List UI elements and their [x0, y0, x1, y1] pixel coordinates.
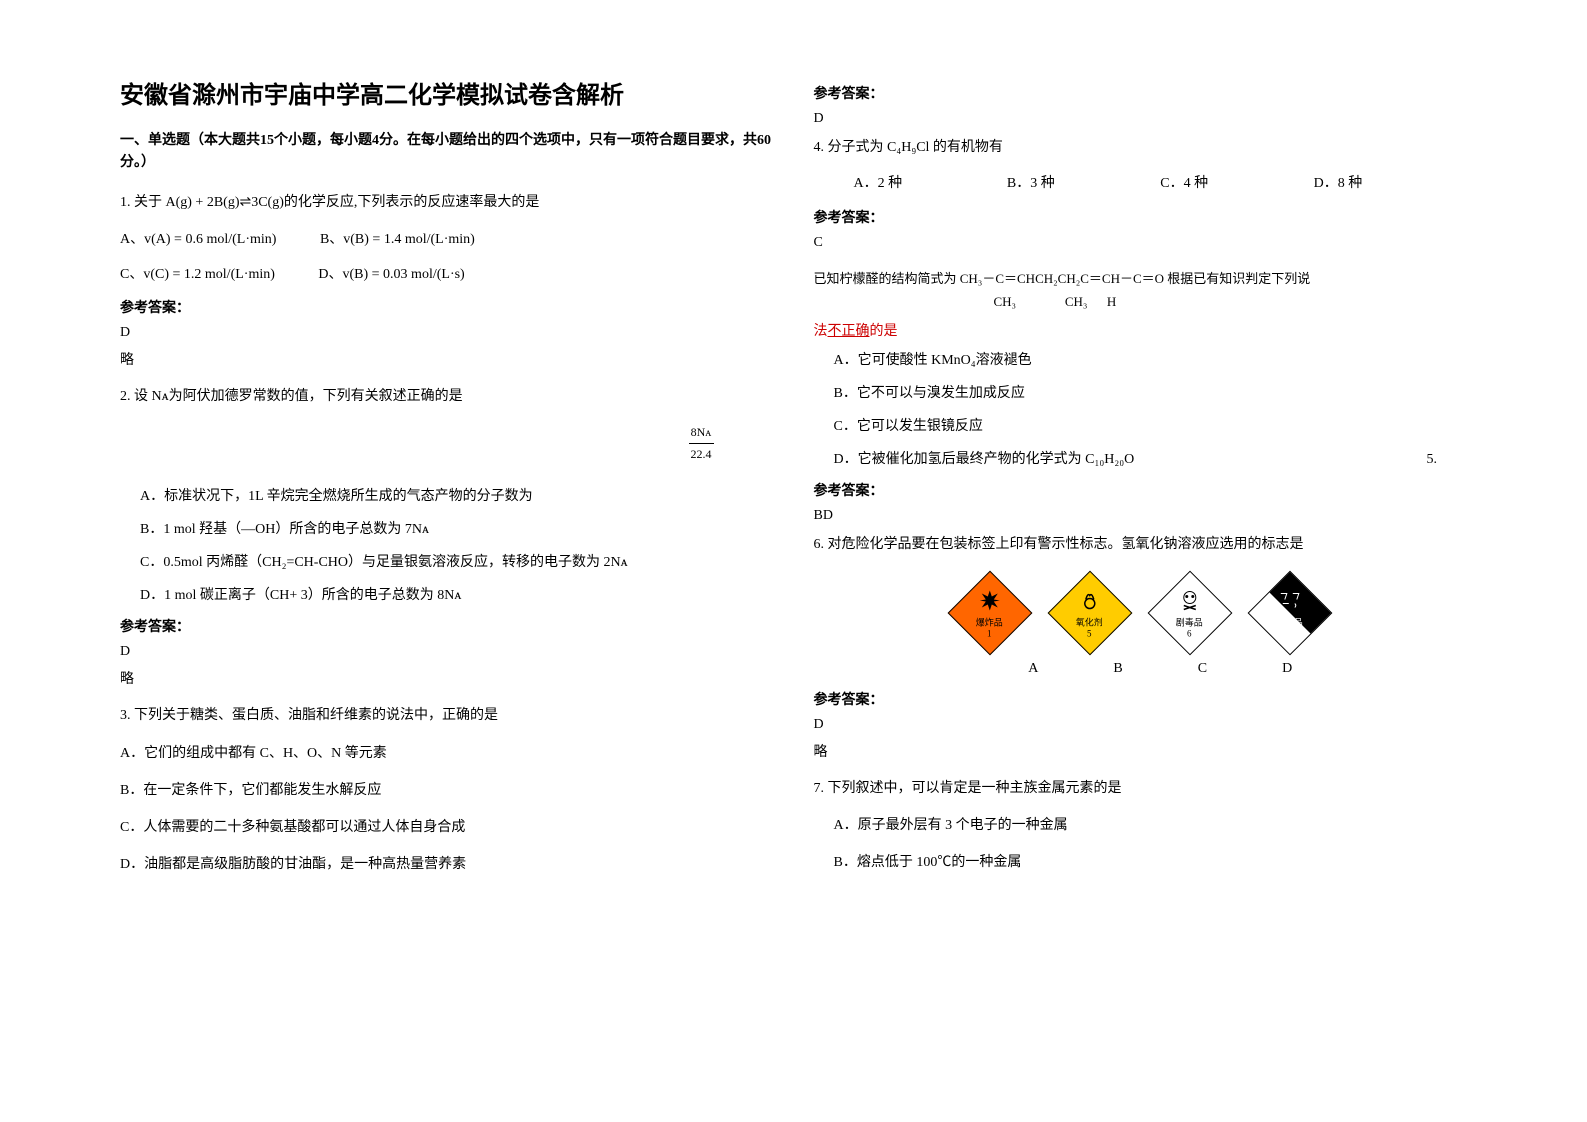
- sign2-label: 氧化剂: [1077, 615, 1104, 628]
- q5-optC: C．它可以发生银镜反应: [814, 414, 1468, 439]
- section-header: 一、单选题（本大题共15个小题，每小题4分。在每小题给出的四个选项中，只有一项符…: [120, 130, 774, 175]
- sign1-num: 1: [977, 628, 1004, 638]
- q5-number: 5.: [1427, 447, 1438, 472]
- hazmat-sign-explosive: 爆炸品 1: [950, 573, 1030, 653]
- q7-optB: B．熔点低于 100℃的一种金属: [814, 850, 1468, 875]
- q2-answer-label: 参考答案：: [120, 616, 774, 636]
- page-title: 安徽省滁州市宇庙中学高二化学模拟试卷含解析: [120, 75, 774, 110]
- left-column: 安徽省滁州市宇庙中学高二化学模拟试卷含解析 一、单选题（本大题共15个小题，每小…: [100, 75, 794, 1047]
- q2-omit: 略: [120, 668, 774, 688]
- corrosive-icon: 腐蚀品 8: [1277, 587, 1304, 638]
- q5-formula2: CH₃ CH₃ H: [814, 294, 1468, 310]
- q3-text: 3. 下列关于糖类、蛋白质、油脂和纤维素的说法中，正确的是: [120, 703, 774, 728]
- q6-text: 6. 对危险化学品要在包装标签上印有警示性标志。氢氧化钠溶液应选用的标志是: [814, 532, 1468, 557]
- skull-icon: 剧毒品 6: [1177, 587, 1204, 638]
- q2-answer: D: [120, 644, 774, 660]
- q2-optD: D．1 mol 碳正离子（CH+ 3）所含的电子总数为 8Nᴀ: [120, 583, 774, 608]
- col2-answer: D: [814, 111, 1468, 127]
- q1-options-row1: A、v(A) = 0.6 mol/(L·min) B、v(B) = 1.4 mo…: [120, 227, 774, 252]
- flame-circle-icon: 氧化剂 5: [1077, 587, 1104, 638]
- q2-optA-text: A．标准状况下，1L 辛烷完全燃烧所生成的气态产物的分子数为: [140, 489, 533, 504]
- q1-options-row2: C、v(C) = 1.2 mol/(L·min) D、v(B) = 0.03 m…: [120, 262, 774, 287]
- q4-text: 4. 分子式为 C₄H₉Cl 的有机物有: [814, 135, 1468, 160]
- q5-optB: B．它不可以与溴发生加成反应: [814, 381, 1468, 406]
- q2-text: 2. 设 Nᴀ为阿伏加德罗常数的值，下列有关叙述正确的是: [120, 384, 774, 409]
- frac-bot: 22.4: [689, 444, 714, 466]
- sign3-label: 剧毒品: [1177, 615, 1204, 628]
- q1-optB: B、v(B) = 1.4 mol/(L·min): [320, 227, 475, 252]
- q1-optA: A、v(A) = 0.6 mol/(L·min): [120, 227, 276, 252]
- q7-optA: A．原子最外层有 3 个电子的一种金属: [814, 813, 1468, 838]
- q1-optC: C、v(C) = 1.2 mol/(L·min): [120, 262, 275, 287]
- q6-omit: 略: [814, 741, 1468, 761]
- col2-answer-label: 参考答案：: [814, 83, 1468, 103]
- q4-optD: D．8 种: [1314, 172, 1467, 192]
- q6-letD: D: [1282, 661, 1292, 677]
- explosion-icon: 爆炸品 1: [977, 587, 1004, 638]
- q5-answer-label: 参考答案：: [814, 480, 1468, 500]
- q6-answer-label: 参考答案：: [814, 689, 1468, 709]
- q5-optA: A．它可使酸性 KMnO₄溶液褪色: [814, 348, 1468, 373]
- q6-letA: A: [1028, 661, 1038, 677]
- q6-letters: A B C D: [814, 661, 1468, 677]
- right-column: 参考答案： D 4. 分子式为 C₄H₉Cl 的有机物有 A．2 种 B．3 种…: [794, 75, 1488, 1047]
- sign4-num: 8: [1277, 628, 1304, 638]
- q1-optD: D、v(B) = 0.03 mol/(L·s): [318, 262, 464, 287]
- fraction-icon: 8Nᴀ 22.4: [689, 422, 714, 466]
- q5-answer: BD: [814, 508, 1468, 524]
- q6-letC: C: [1198, 661, 1207, 677]
- q4-optC: C．4 种: [1160, 172, 1313, 192]
- q3-optC: C．人体需要的二十多种氨基酸都可以通过人体自身合成: [120, 815, 774, 840]
- q1-omit: 略: [120, 349, 774, 369]
- q5-optD-text: D．它被催化加氢后最终产物的化学式为 C₁₀H₂₀O: [834, 452, 1135, 467]
- q1-answer-label: 参考答案：: [120, 297, 774, 317]
- q4-answer: C: [814, 235, 1468, 251]
- hazmat-sign-oxidizer: 氧化剂 5: [1050, 573, 1130, 653]
- q6-letB: B: [1113, 661, 1122, 677]
- q5-optD: D．它被催化加氢后最终产物的化学式为 C₁₀H₂₀O 5.: [814, 447, 1468, 472]
- q1-answer: D: [120, 325, 774, 341]
- q2-optC: C．0.5mol 丙烯醛（CH₂=CH-CHO）与足量银氨溶液反应，转移的电子数…: [120, 550, 774, 575]
- q3-optD: D．油脂都是高级脂肪酸的甘油酯，是一种高热量营养素: [120, 852, 774, 877]
- q2-optB: B．1 mol 羟基（—OH）所含的电子总数为 7Nᴀ: [120, 517, 774, 542]
- q4-answer-label: 参考答案：: [814, 207, 1468, 227]
- q3-optA: A．它们的组成中都有 C、H、O、N 等元素: [120, 741, 774, 766]
- q6-answer: D: [814, 717, 1468, 733]
- q7-text: 7. 下列叙述中，可以肯定是一种主族金属元素的是: [814, 776, 1468, 801]
- q4-optA: A．2 种: [854, 172, 1007, 192]
- sign1-label: 爆炸品: [977, 615, 1004, 628]
- q5-red-text: 法法不正确的是不正确的是: [814, 320, 1468, 340]
- hazmat-sign-corrosive: 腐蚀品 8: [1250, 573, 1330, 653]
- q4-options: A．2 种 B．3 种 C．4 种 D．8 种: [814, 172, 1468, 192]
- sign4-label: 腐蚀品: [1277, 615, 1304, 628]
- q4-optB: B．3 种: [1007, 172, 1160, 192]
- q5-formula1: 已知柠檬醛的结构简式为 CH₃－C＝CHCH₂CH₂C＝CH－C＝O 根据已有知…: [814, 269, 1468, 289]
- q3-optB: B．在一定条件下，它们都能发生水解反应: [120, 778, 774, 803]
- hazmat-sign-toxic: 剧毒品 6: [1150, 573, 1230, 653]
- q2-optA: 8Nᴀ 22.4 A．标准状况下，1L 辛烷完全燃烧所生成的气态产物的分子数为: [120, 422, 774, 509]
- frac-top: 8Nᴀ: [689, 422, 714, 445]
- sign3-num: 6: [1177, 628, 1204, 638]
- sign2-num: 5: [1077, 628, 1104, 638]
- q1-text: 1. 关于 A(g) + 2B(g)⇌3C(g)的化学反应,下列表示的反应速率最…: [120, 190, 774, 215]
- hazmat-signs: 爆炸品 1 氧化剂 5 剧毒品 6: [814, 573, 1468, 653]
